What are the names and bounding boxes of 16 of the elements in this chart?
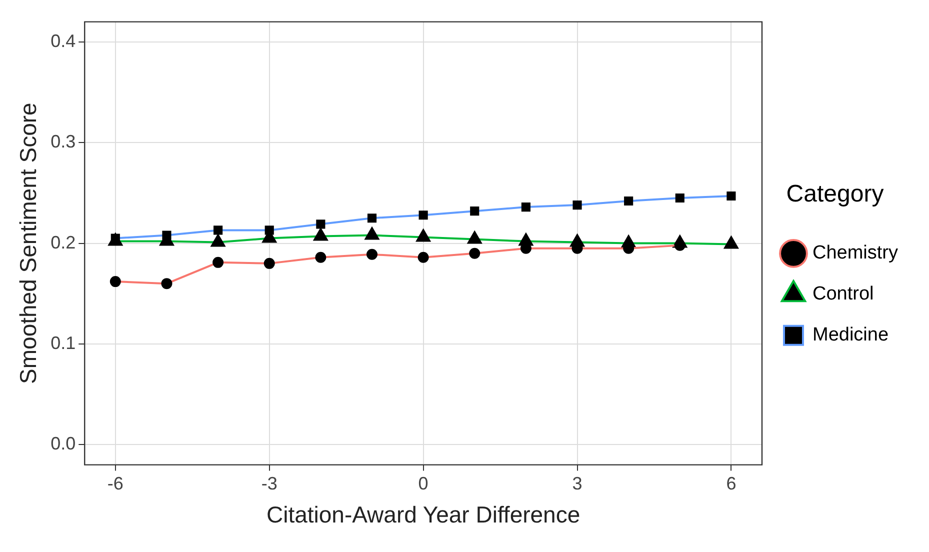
y-tick-label: 0.4 <box>50 30 76 51</box>
legend-label: Chemistry <box>812 242 898 264</box>
x-axis-title: Citation-Award Year Difference <box>266 502 580 528</box>
y-tick-label: 0.0 <box>50 434 76 454</box>
x-tick-label: -6 <box>107 474 124 494</box>
x-tick-label: 6 <box>726 474 736 494</box>
legend-title: Category <box>786 180 884 208</box>
legend-label: Medicine <box>812 324 889 346</box>
y-axis-title: Smoothed Sentiment Score <box>15 102 42 384</box>
y-tick-label: 0.1 <box>50 332 76 353</box>
y-tick-label: 0.2 <box>50 232 76 252</box>
x-tick-label: 0 <box>418 474 428 494</box>
y-tick-label: 0.3 <box>50 132 76 152</box>
x-tick-label: 3 <box>572 474 582 494</box>
x-tick-label: -3 <box>261 474 278 494</box>
legend-label: Control <box>812 284 874 305</box>
